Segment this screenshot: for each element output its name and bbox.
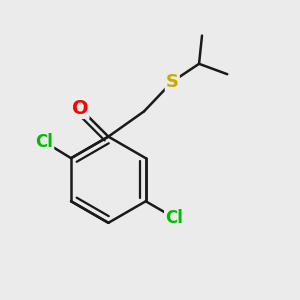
Text: S: S [166, 73, 179, 91]
Text: O: O [72, 99, 88, 118]
Text: Cl: Cl [165, 208, 183, 226]
Text: Cl: Cl [35, 133, 53, 151]
